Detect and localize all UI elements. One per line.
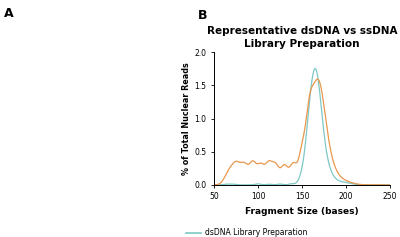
Text: B: B xyxy=(198,9,208,23)
Legend: dsDNA Library Preparation, ssDNA Library Preparation: dsDNA Library Preparation, ssDNA Library… xyxy=(186,228,308,237)
Text: A: A xyxy=(4,7,14,20)
X-axis label: Fragment Size (bases): Fragment Size (bases) xyxy=(245,207,359,216)
Y-axis label: % of Total Nuclear Reads: % of Total Nuclear Reads xyxy=(182,62,192,175)
Title: Representative dsDNA vs ssDNA
Library Preparation: Representative dsDNA vs ssDNA Library Pr… xyxy=(207,26,397,49)
